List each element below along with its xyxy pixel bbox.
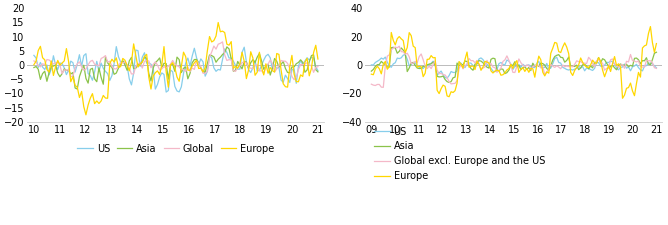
Global <box>262 66 270 69</box>
Global excl. Europe and the US <box>379 86 387 89</box>
US <box>387 66 395 69</box>
Asia <box>411 64 420 67</box>
US <box>162 91 170 93</box>
Europe <box>30 63 38 66</box>
Asia <box>601 58 609 61</box>
Asia <box>653 51 661 54</box>
Line: Asia: Asia <box>371 47 657 82</box>
Europe <box>214 21 222 24</box>
Europe <box>82 113 90 116</box>
Asia <box>389 46 397 49</box>
Europe <box>367 73 375 76</box>
Asia <box>262 65 270 68</box>
Europe <box>65 60 73 63</box>
US <box>30 54 38 57</box>
Europe <box>314 58 322 60</box>
Line: Global: Global <box>34 42 318 80</box>
Line: Europe: Europe <box>371 27 657 98</box>
Asia <box>574 68 582 71</box>
Line: US: US <box>34 47 318 92</box>
Europe <box>264 72 272 75</box>
Legend: US, Asia, Global, Europe: US, Asia, Global, Europe <box>73 140 279 158</box>
Europe <box>53 59 61 62</box>
Europe <box>647 25 655 28</box>
Global <box>314 65 322 68</box>
US <box>401 53 409 56</box>
Line: US: US <box>371 54 657 78</box>
US <box>653 67 661 69</box>
Europe <box>570 69 578 72</box>
Global excl. Europe and the US <box>601 69 609 72</box>
Global <box>126 67 134 70</box>
Global excl. Europe and the US <box>459 68 467 70</box>
Asia <box>73 88 81 90</box>
Global excl. Europe and the US <box>574 60 582 63</box>
Line: Asia: Asia <box>34 47 318 89</box>
Asia <box>387 46 395 49</box>
Global excl. Europe and the US <box>653 67 661 70</box>
US <box>411 61 420 64</box>
Line: Europe: Europe <box>34 22 318 115</box>
Asia <box>30 66 38 69</box>
Asia <box>223 45 231 48</box>
Europe <box>601 75 609 78</box>
Global excl. Europe and the US <box>395 45 403 47</box>
US <box>605 61 613 64</box>
Europe <box>128 61 136 64</box>
Europe <box>653 42 661 45</box>
Asia <box>367 70 375 72</box>
Line: Global excl. Europe and the US: Global excl. Europe and the US <box>371 46 657 87</box>
US <box>128 83 136 86</box>
Global excl. Europe and the US <box>413 61 422 64</box>
Asia <box>53 72 61 74</box>
Europe <box>619 97 627 100</box>
Asia <box>605 65 613 67</box>
Asia <box>314 70 322 73</box>
Legend: US, Asia, Global excl. Europe and the US, Europe: US, Asia, Global excl. Europe and the US… <box>370 123 549 185</box>
Asia <box>119 59 127 62</box>
US <box>112 45 120 48</box>
US <box>601 64 609 67</box>
Asia <box>264 63 272 65</box>
Asia <box>128 56 136 59</box>
Asia <box>65 69 73 72</box>
Europe <box>119 57 127 60</box>
US <box>53 68 61 71</box>
Global <box>290 78 298 81</box>
Global excl. Europe and the US <box>389 47 397 50</box>
US <box>65 69 73 71</box>
Asia <box>445 81 453 84</box>
Global <box>218 40 226 43</box>
US <box>119 60 127 63</box>
Global <box>260 72 268 75</box>
US <box>459 66 467 69</box>
US <box>367 63 375 66</box>
Global excl. Europe and the US <box>605 67 613 70</box>
Europe <box>409 45 418 47</box>
Global <box>30 60 38 62</box>
US <box>264 53 272 56</box>
Global excl. Europe and the US <box>367 83 375 86</box>
Europe <box>387 31 395 34</box>
Global <box>53 61 61 64</box>
Europe <box>455 60 463 63</box>
US <box>574 65 582 68</box>
Europe <box>262 63 270 65</box>
US <box>262 55 270 57</box>
US <box>443 77 451 79</box>
Global <box>65 68 73 71</box>
Asia <box>459 64 467 66</box>
Europe <box>597 60 605 63</box>
US <box>314 69 322 72</box>
Global <box>117 61 125 63</box>
